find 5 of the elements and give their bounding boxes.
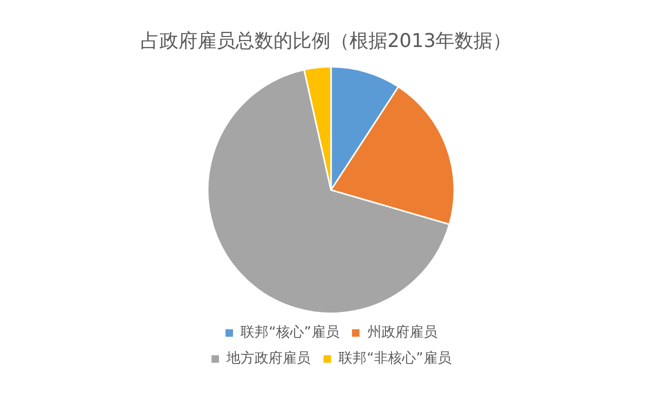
legend-label: 联邦“非核心”雇员 (338, 350, 452, 367)
chart-title: 占政府雇员总数的比例（根据2013年数据） (139, 29, 513, 54)
legend-label: 州政府雇员 (367, 324, 438, 341)
legend-label: 联邦“核心”雇员 (240, 324, 340, 341)
legend-label: 地方政府雇员 (226, 350, 311, 367)
